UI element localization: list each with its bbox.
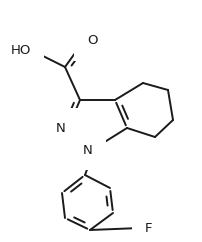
Text: N: N [56,121,66,135]
Text: N: N [83,144,93,157]
Text: HO: HO [11,45,31,58]
Text: O: O [87,35,97,47]
Text: F: F [144,222,152,235]
